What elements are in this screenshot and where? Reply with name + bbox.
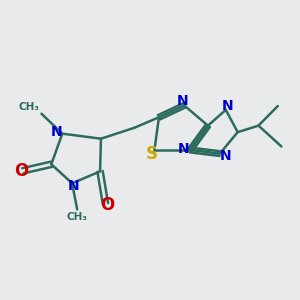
Text: CH₃: CH₃ <box>67 212 88 222</box>
Text: S: S <box>146 145 158 163</box>
Text: N: N <box>219 149 231 163</box>
Text: O: O <box>100 196 114 214</box>
Text: N: N <box>178 142 189 156</box>
Text: N: N <box>221 99 233 113</box>
Text: CH₃: CH₃ <box>18 102 39 112</box>
Text: N: N <box>177 94 188 108</box>
Text: N: N <box>68 179 80 193</box>
Text: N: N <box>51 125 63 139</box>
Text: O: O <box>14 162 28 180</box>
